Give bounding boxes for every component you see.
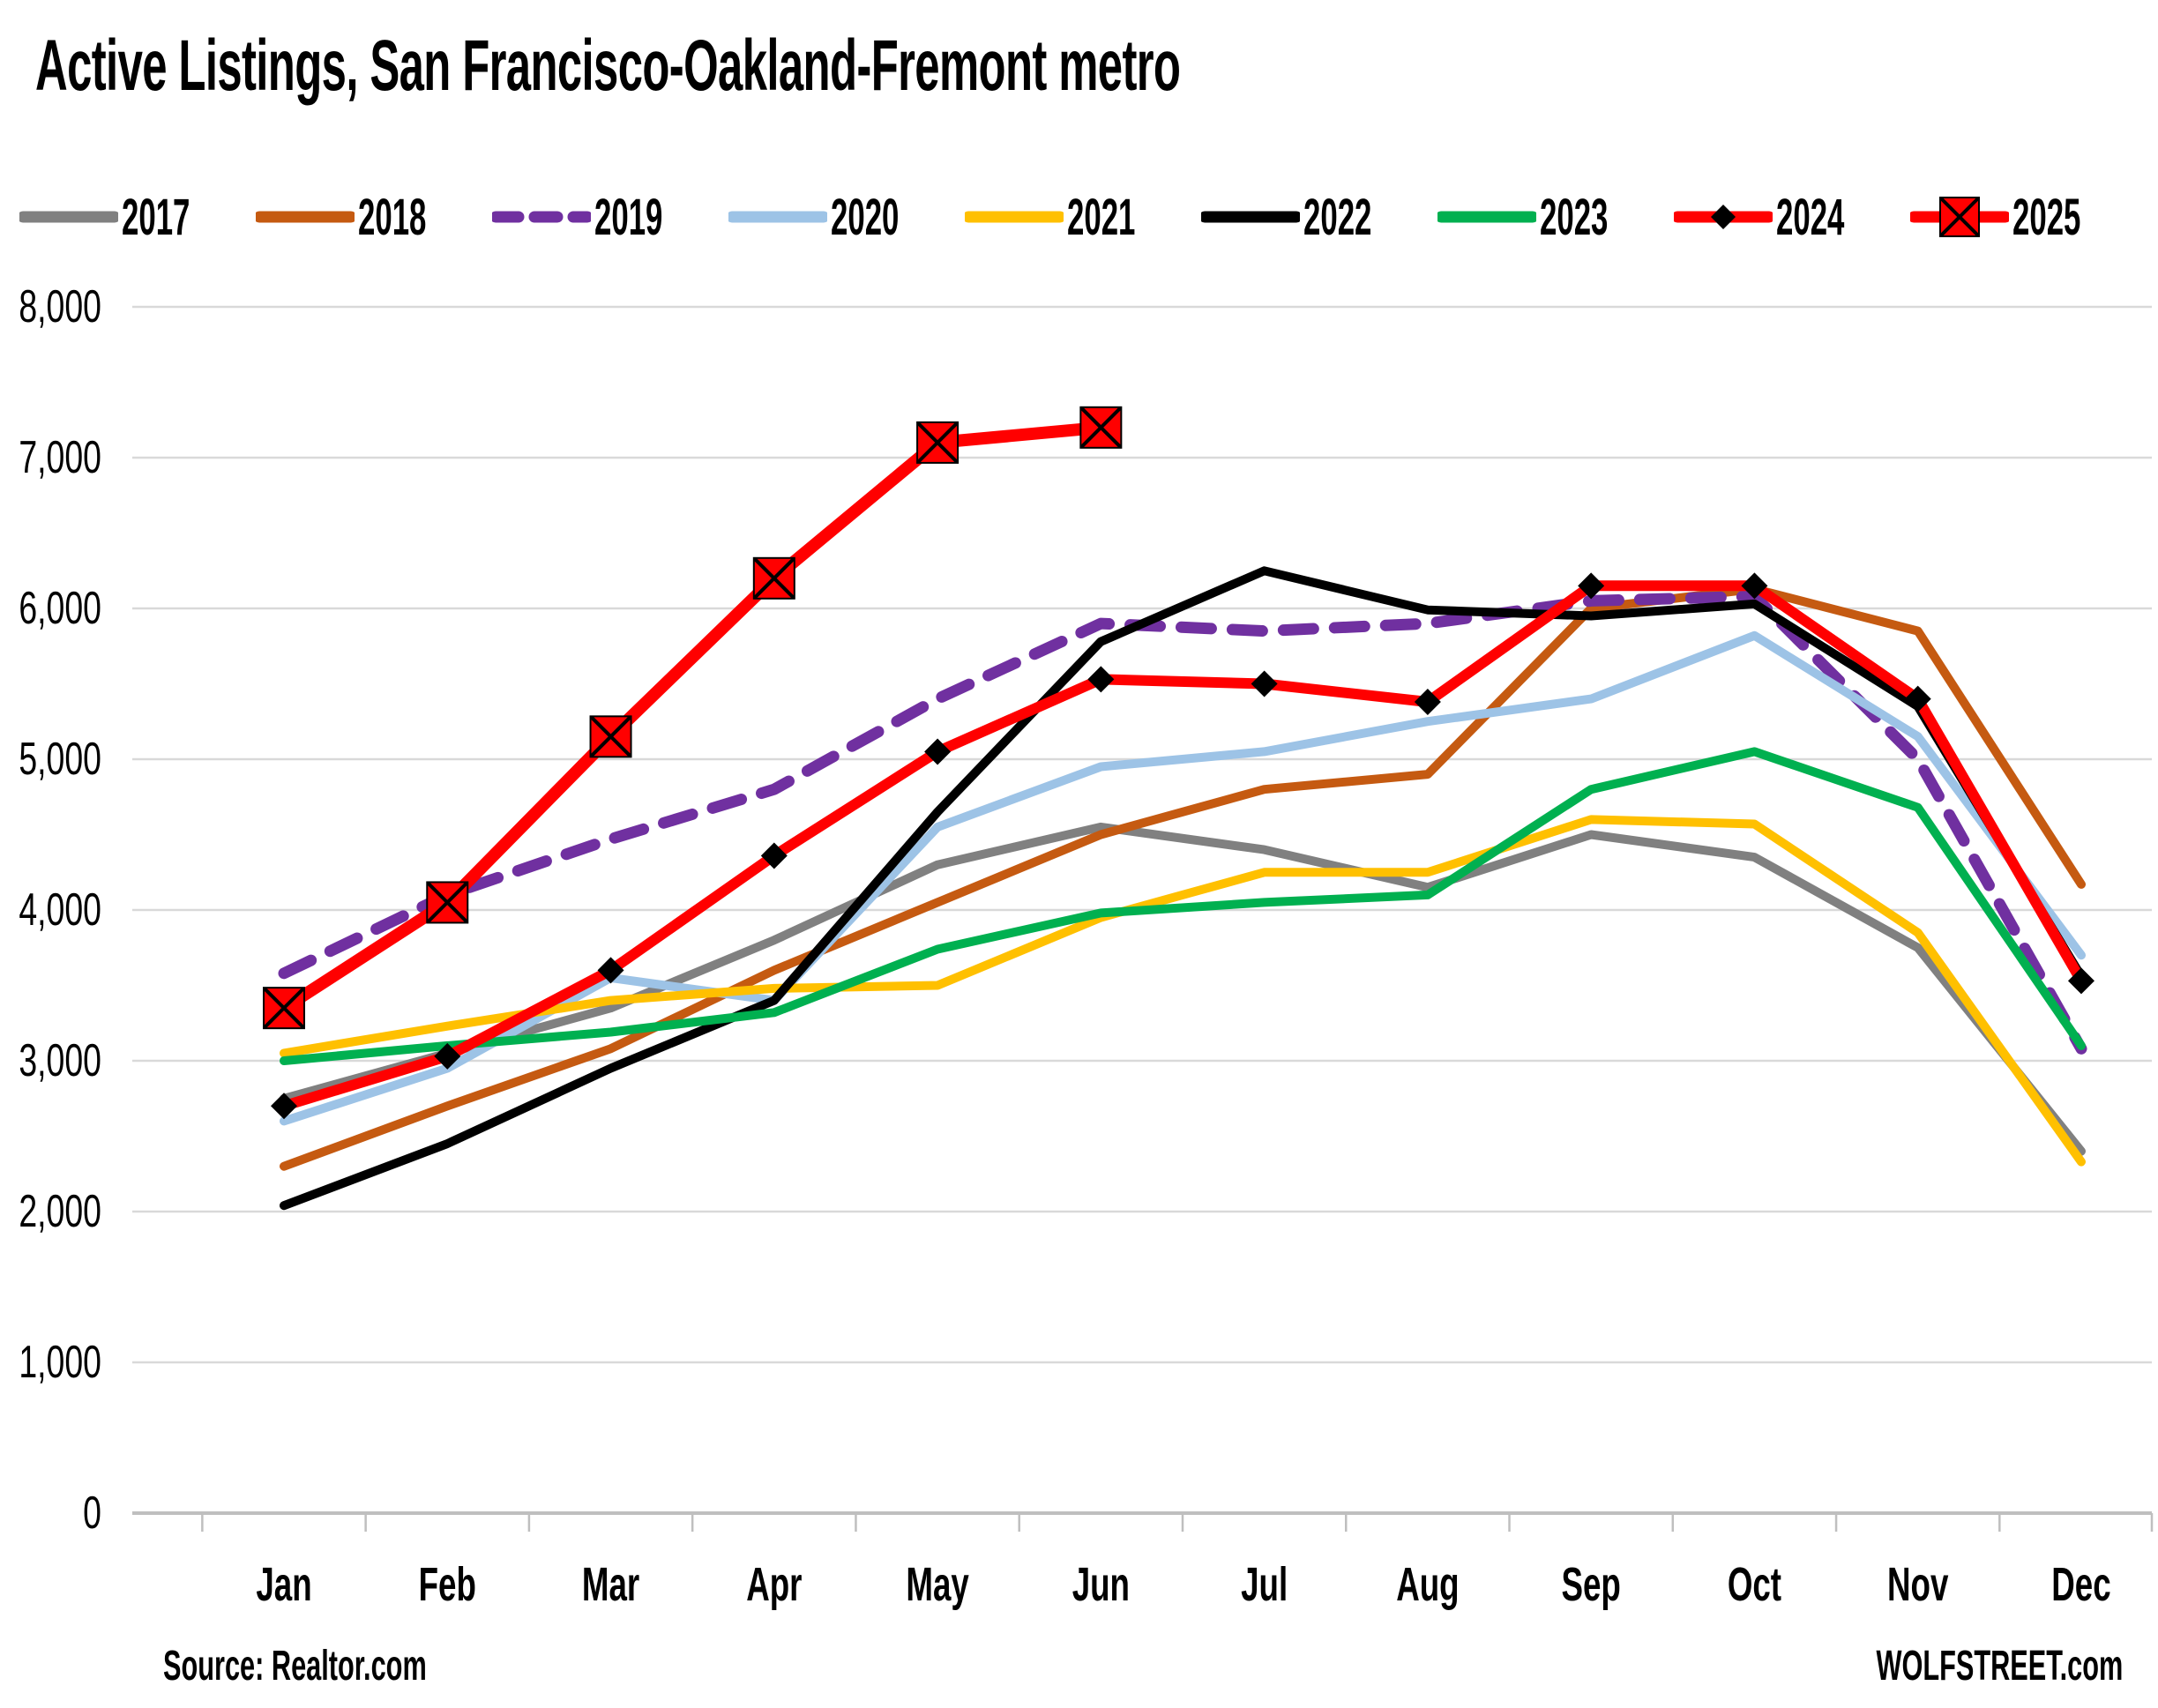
series-marker-2024 (760, 842, 788, 869)
legend-item-2025: 2025 (1909, 188, 2126, 247)
x-axis-month-label: Jul (1241, 1557, 1288, 1611)
y-axis-tick-label: 1,000 (19, 1336, 101, 1388)
series-line-2018 (280, 584, 2086, 1171)
legend-item-2018: 2018 (255, 188, 472, 247)
y-axis-tick-label: 4,000 (19, 884, 101, 936)
x-axis-month-label: Jun (1072, 1557, 1130, 1611)
series-line-2024 (279, 580, 2087, 1112)
x-axis-month-label: Feb (419, 1557, 476, 1611)
x-axis-month-label: Aug (1396, 1557, 1459, 1611)
y-axis-tick-label: 5,000 (19, 733, 101, 785)
legend-swatch-2017 (19, 211, 118, 223)
x-axis-month-label: May (906, 1557, 969, 1611)
chart-legend: 2017 2018 2019 2020 2021 2022 2023 2024 2025 (19, 185, 2126, 249)
series-line-2022 (280, 566, 2086, 1211)
series-marker-x (753, 557, 795, 600)
legend-swatch-2024 (1673, 205, 1773, 229)
x-axis-month-label: Sep (1561, 1557, 1620, 1611)
series-marker-2024 (924, 738, 952, 765)
series-marker-2024 (1087, 666, 1115, 693)
series-line-2023 (280, 747, 2086, 1065)
legend-swatch-2022 (1200, 211, 1300, 223)
x-axis-month-label: Apr (746, 1557, 802, 1611)
x-axis-month-label: Nov (1887, 1557, 1949, 1611)
branding-watermark: WOLFSTREET.com (1876, 1643, 2123, 1689)
y-axis-tick-label: 6,000 (19, 582, 101, 634)
chart-title: Active Listings, San Francisco-Oakland-F… (35, 26, 1181, 106)
series-line-2025 (278, 421, 1108, 1015)
series-line-2017 (280, 822, 2086, 1156)
legend-item-2024: 2024 (1673, 188, 1890, 247)
y-axis-tick-label: 2,000 (19, 1185, 101, 1237)
series-line-2020 (280, 630, 2086, 1126)
x-axis-month-label: Dec (2051, 1557, 2110, 1611)
series-marker-2024 (1414, 689, 1441, 716)
series-marker-2024 (2067, 967, 2095, 995)
legend-label-2018: 2018 (357, 188, 427, 246)
legend-label-2021: 2021 (1066, 188, 1136, 246)
x-axis-month-label: Jan (256, 1557, 311, 1611)
legend-label-2022: 2022 (1303, 188, 1372, 246)
legend-label-2024: 2024 (1775, 188, 1845, 246)
legend-swatch-2025 (1909, 197, 2009, 237)
series-marker-x (590, 715, 631, 757)
series-marker-2024 (1741, 572, 1768, 600)
legend-swatch-2020 (728, 211, 827, 223)
legend-item-2023: 2023 (1437, 188, 1654, 247)
legend-swatch-2021 (964, 211, 1064, 223)
series-line-2019 (278, 590, 2087, 1055)
legend-label-2017: 2017 (122, 188, 190, 246)
x-axis-month-label: Mar (582, 1557, 639, 1611)
legend-label-2019: 2019 (594, 188, 663, 246)
y-axis-tick-label: 7,000 (19, 431, 101, 483)
legend-swatch-2019 (491, 211, 591, 223)
series-marker-2024 (1904, 685, 1931, 712)
source-note: Source: Realtor.com (163, 1643, 427, 1689)
legend-item-2019: 2019 (491, 188, 708, 247)
y-axis-tick-label: 8,000 (19, 280, 101, 332)
series-marker-2024 (597, 957, 624, 984)
legend-item-2021: 2021 (964, 188, 1181, 247)
legend-label-2020: 2020 (830, 188, 900, 246)
legend-label-2025: 2025 (2012, 188, 2081, 246)
legend-item-2020: 2020 (728, 188, 945, 247)
y-axis-tick-label: 0 (83, 1487, 101, 1539)
series-line-2021 (280, 815, 2086, 1167)
x-axis-month-label: Oct (1728, 1557, 1781, 1611)
legend-swatch-2018 (255, 211, 355, 223)
legend-swatch-2023 (1437, 211, 1536, 223)
legend-label-2023: 2023 (1539, 188, 1609, 246)
series-marker-x (1079, 406, 1122, 449)
legend-item-2017: 2017 (19, 188, 235, 247)
series-marker-2024 (434, 1042, 461, 1070)
series-marker-2024 (271, 1093, 297, 1120)
series-marker-x (263, 987, 305, 1029)
series-marker-x (426, 882, 468, 923)
series-marker-2024 (1251, 670, 1278, 697)
legend-item-2022: 2022 (1200, 188, 1417, 247)
y-axis-tick-label: 3,000 (19, 1034, 101, 1086)
series-marker-x (916, 421, 959, 464)
series-marker-2024 (1578, 572, 1605, 600)
